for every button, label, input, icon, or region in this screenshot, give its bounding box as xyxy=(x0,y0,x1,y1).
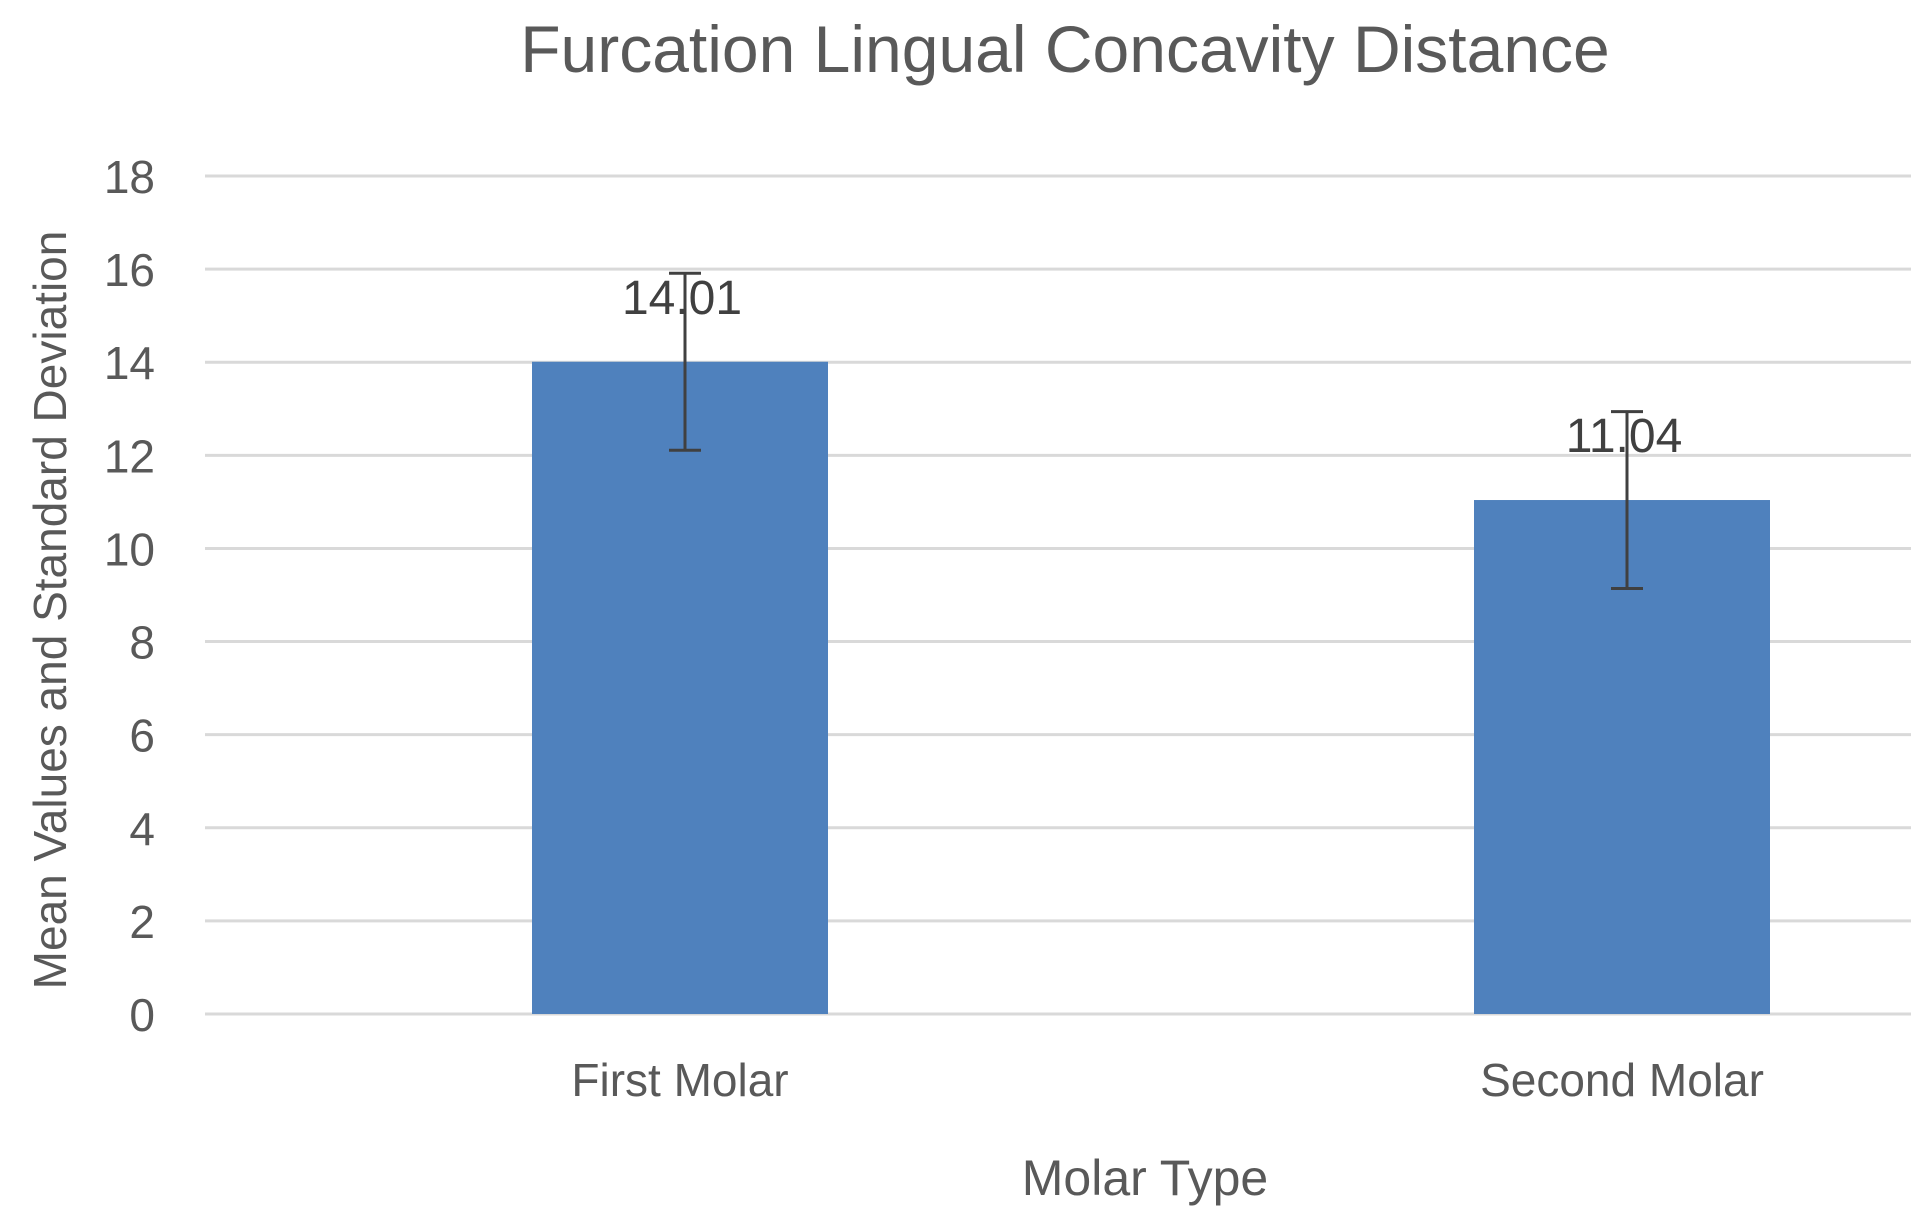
data-label: 14.01 xyxy=(622,272,742,325)
data-labels: 14.01 11.04 xyxy=(622,272,1682,463)
y-tick-label: 10 xyxy=(104,523,155,575)
y-tick-label: 12 xyxy=(104,430,155,482)
y-tick-label: 4 xyxy=(129,803,155,855)
x-tick-label: First Molar xyxy=(571,1054,788,1106)
data-label: 11.04 xyxy=(1566,410,1683,463)
y-tick-label: 18 xyxy=(104,151,155,203)
y-axis-ticks: 0 2 4 6 8 10 12 14 16 18 xyxy=(104,151,155,1041)
y-tick-label: 8 xyxy=(129,617,155,669)
y-axis-title: Mean Values and Standard Deviation xyxy=(24,231,76,990)
x-axis-title: Molar Type xyxy=(1022,1150,1268,1206)
x-tick-label: Second Molar xyxy=(1480,1054,1764,1106)
bar xyxy=(532,361,828,1014)
x-axis-ticks: First Molar Second Molar xyxy=(571,1054,1764,1106)
y-tick-label: 2 xyxy=(129,896,155,948)
error-bars xyxy=(669,271,1643,590)
y-tick-label: 16 xyxy=(104,244,155,296)
bars xyxy=(532,361,1770,1014)
y-tick-label: 14 xyxy=(104,337,155,389)
gridlines xyxy=(205,174,1911,1016)
bar xyxy=(1474,500,1770,1014)
y-tick-label: 6 xyxy=(129,710,155,762)
chart-title: Furcation Lingual Concavity Distance xyxy=(520,12,1610,86)
y-tick-label: 0 xyxy=(129,989,155,1041)
